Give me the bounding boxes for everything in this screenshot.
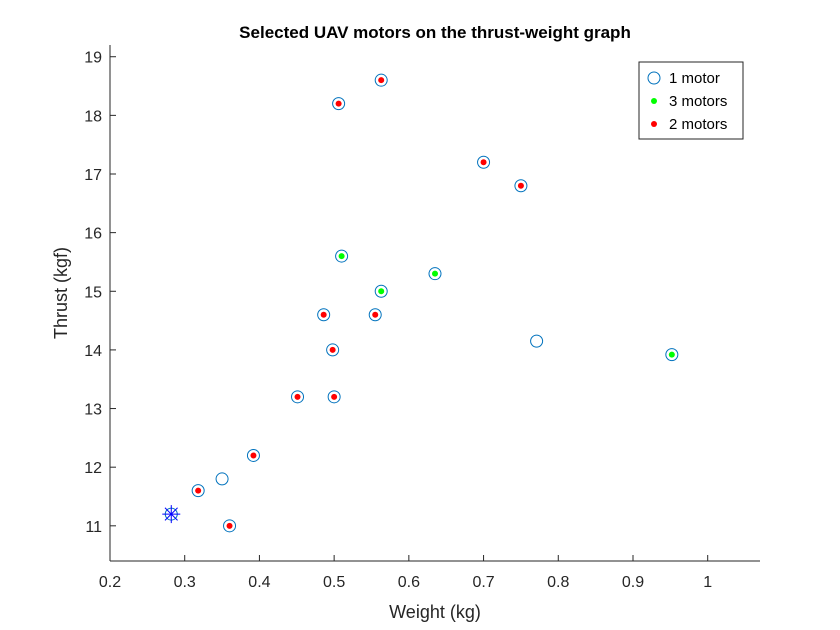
data-marks bbox=[162, 73, 679, 533]
data-point bbox=[317, 308, 331, 322]
data-point bbox=[331, 393, 338, 400]
x-tick-label: 0.5 bbox=[323, 574, 345, 591]
axes: 0.2 0.3 0.4 0.5 0.6 0.7 0.8 0.9 1111213141516171… bbox=[84, 45, 760, 591]
x-axis-label: Weight (kg) bbox=[389, 602, 481, 622]
chart-title: Selected UAV motors on the thrust-weight… bbox=[239, 23, 631, 42]
y-tick-label: 16 bbox=[84, 226, 102, 243]
data-point bbox=[294, 393, 301, 400]
data-point bbox=[368, 308, 382, 322]
data-point bbox=[668, 351, 675, 358]
x-tick-label: 1 bbox=[703, 574, 712, 591]
y-axis-label: Thrust (kgf) bbox=[51, 247, 71, 339]
x-tick-label: 0.2 bbox=[99, 574, 121, 591]
legend-marker bbox=[647, 71, 661, 85]
data-point bbox=[665, 348, 679, 362]
x-tick-label: 0.8 bbox=[547, 574, 569, 591]
x-tick-label: 0.4 bbox=[248, 574, 270, 591]
data-point bbox=[372, 311, 379, 318]
data-point bbox=[374, 73, 388, 87]
data-point bbox=[338, 253, 345, 260]
series-1-motor bbox=[164, 73, 679, 533]
data-point bbox=[432, 270, 438, 277]
legend-marker bbox=[651, 121, 657, 127]
y-tick-label: 17 bbox=[84, 167, 102, 184]
data-point bbox=[195, 487, 202, 494]
series-2-motors bbox=[195, 77, 524, 529]
data-point bbox=[378, 77, 385, 84]
data-point bbox=[530, 334, 544, 348]
data-point bbox=[477, 155, 491, 169]
data-point bbox=[223, 519, 237, 533]
highlight-marker bbox=[162, 505, 181, 524]
data-point bbox=[250, 452, 257, 459]
y-tick-label: 11 bbox=[85, 519, 102, 536]
legend-marker bbox=[651, 98, 657, 104]
x-tick-label: 0.6 bbox=[398, 574, 420, 591]
legend-label: 2 motors bbox=[669, 116, 727, 133]
y-tick-label: 13 bbox=[84, 402, 102, 419]
series-3-motors bbox=[338, 253, 675, 358]
x-tick-label: 0.9 bbox=[622, 574, 644, 591]
data-point bbox=[246, 448, 260, 462]
asterisk-stroke bbox=[164, 507, 178, 521]
data-point bbox=[374, 284, 388, 298]
data-point bbox=[191, 484, 205, 498]
data-point bbox=[332, 97, 346, 111]
data-point bbox=[329, 346, 336, 353]
data-point bbox=[514, 179, 528, 193]
x-tick-label: 0.7 bbox=[472, 574, 494, 591]
data-point bbox=[335, 249, 349, 263]
data-point bbox=[320, 311, 327, 318]
data-point bbox=[327, 390, 341, 404]
x-tick-label: 0.3 bbox=[174, 574, 196, 591]
y-tick-label: 18 bbox=[84, 108, 102, 125]
y-tick-label: 14 bbox=[84, 343, 102, 360]
data-point bbox=[215, 472, 229, 486]
legend-label: 3 motors bbox=[669, 93, 727, 110]
data-point bbox=[517, 182, 524, 189]
data-point bbox=[291, 390, 305, 404]
legend-label: 1 motor bbox=[669, 70, 720, 87]
data-point bbox=[335, 100, 342, 107]
data-point bbox=[326, 343, 340, 357]
y-tick-label: 12 bbox=[84, 460, 102, 477]
data-point bbox=[226, 522, 233, 529]
y-tick-label: 19 bbox=[84, 50, 102, 67]
legend: 1 motor 3 motors 2 motors bbox=[638, 61, 744, 140]
data-point bbox=[480, 159, 487, 166]
data-point bbox=[428, 267, 442, 281]
y-tick-label: 15 bbox=[84, 284, 102, 301]
data-point bbox=[378, 288, 385, 295]
